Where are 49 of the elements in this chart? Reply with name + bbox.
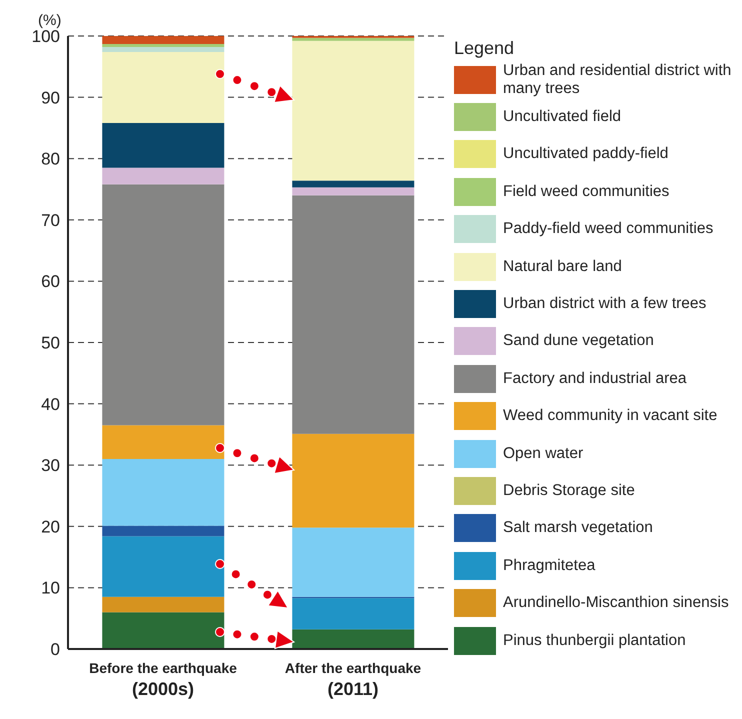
bar bbox=[102, 123, 224, 168]
bar bbox=[102, 168, 224, 184]
legend-label: Field weed communities bbox=[503, 182, 670, 201]
legend-label: Phragmitetea bbox=[503, 556, 596, 575]
bar bbox=[102, 526, 224, 536]
bar bbox=[292, 528, 414, 597]
y-tick-label: 70 bbox=[41, 210, 60, 230]
legend-label: Pinus thunbergii plantation bbox=[503, 632, 686, 650]
bar bbox=[102, 184, 224, 426]
legend-title: Legend bbox=[454, 38, 516, 59]
y-tick-label: 30 bbox=[41, 456, 60, 476]
y-axis-title: (%) bbox=[38, 12, 62, 29]
y-tick-label: 80 bbox=[41, 150, 60, 169]
bar bbox=[292, 434, 414, 528]
legend-label: Uncultivated field bbox=[503, 108, 622, 126]
y-tick-label: 50 bbox=[41, 334, 60, 353]
bar bbox=[292, 195, 414, 434]
legend-label: Factory and industrial area bbox=[503, 370, 687, 388]
legend-label: Uncultivated paddy-field bbox=[503, 145, 668, 164]
legend-label: Weed community in vacant site bbox=[503, 407, 718, 426]
bar bbox=[102, 47, 224, 52]
bar bbox=[292, 598, 414, 630]
legend-label: Salt marsh vegetation bbox=[503, 519, 653, 538]
y-tick-label: 40 bbox=[41, 394, 60, 414]
bar bbox=[102, 36, 224, 44]
y-tick-label: 20 bbox=[41, 517, 60, 536]
bar bbox=[292, 187, 414, 196]
bar bbox=[102, 425, 224, 459]
y-tick-label: 100 bbox=[32, 27, 60, 46]
bar bbox=[102, 52, 224, 124]
legend-label: Urban district with a few trees bbox=[503, 295, 706, 314]
bar bbox=[292, 38, 414, 41]
x-tick-label: After the earthquake (2011) bbox=[284, 660, 422, 699]
y-tick-label: 90 bbox=[41, 88, 60, 108]
y-tick-label: 10 bbox=[41, 578, 60, 598]
y-tick-label: 0 bbox=[50, 640, 60, 660]
legend-label: Open water bbox=[503, 444, 584, 463]
legend-label: Paddy-field weed communities bbox=[503, 220, 714, 238]
bar bbox=[292, 40, 414, 181]
legend-label: Sand dune vegetation bbox=[503, 332, 654, 350]
bar bbox=[102, 44, 224, 48]
bar bbox=[102, 458, 224, 526]
legend-label: Arundinello-Miscanthion sinensis bbox=[503, 594, 729, 612]
legend-label: Urban and residential district with many trees bbox=[503, 62, 732, 98]
legend-label: Natural bare land bbox=[503, 258, 622, 276]
y-tick-label: 60 bbox=[41, 272, 60, 292]
legend-label: Debris Storage site bbox=[503, 482, 635, 500]
x-tick-label: Before the earthquake (2000s) bbox=[89, 660, 238, 699]
bar bbox=[292, 180, 414, 188]
